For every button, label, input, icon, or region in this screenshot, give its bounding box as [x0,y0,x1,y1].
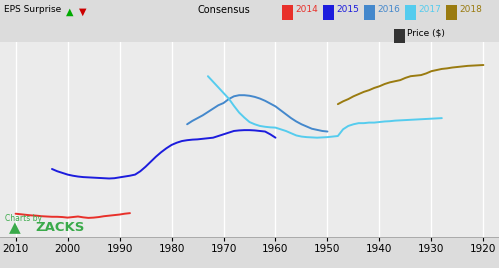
Text: ZACKS: ZACKS [35,221,84,234]
Text: 2018: 2018 [459,5,482,14]
Text: Charts by: Charts by [5,214,42,224]
Text: 2015: 2015 [336,5,359,14]
Text: 2014: 2014 [295,5,318,14]
Text: Price ($): Price ($) [407,29,445,38]
Text: EPS Surprise: EPS Surprise [4,5,61,14]
Text: ▲: ▲ [9,220,21,235]
Text: 2017: 2017 [418,5,441,14]
Text: 2016: 2016 [377,5,400,14]
Text: ▼: ▼ [79,7,86,17]
Text: Consensus: Consensus [197,5,250,15]
Text: ▲: ▲ [66,7,73,17]
